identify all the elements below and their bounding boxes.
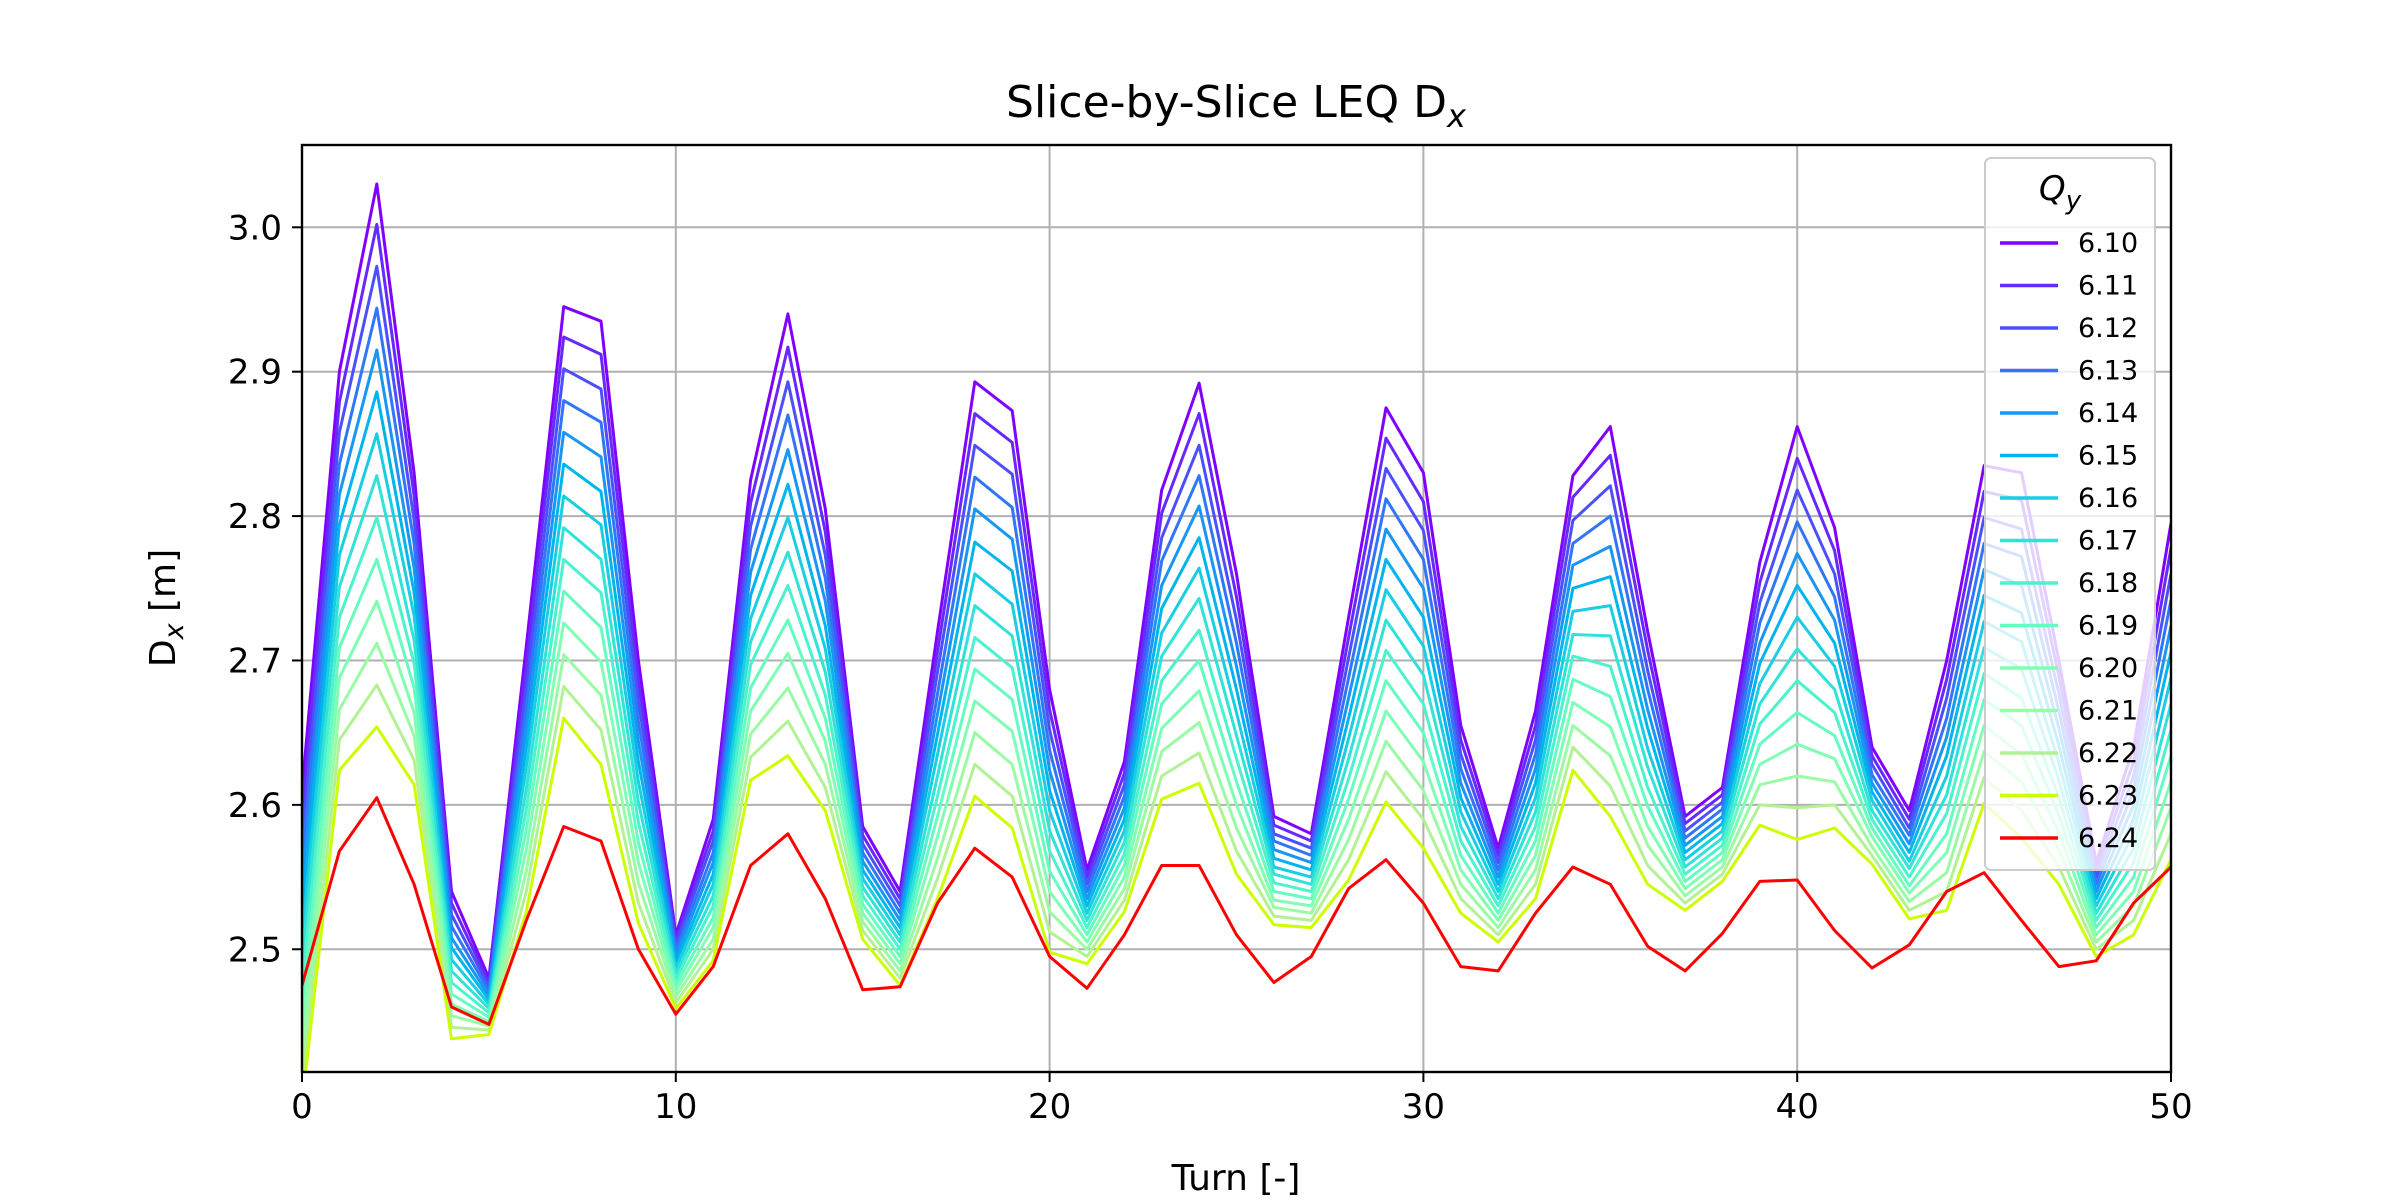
y-tick-label: 2.9	[228, 353, 282, 393]
series-line-6-21	[302, 641, 2171, 1057]
series-line-6-10	[302, 182, 2171, 980]
y-tick-label: 2.5	[228, 930, 282, 970]
series-line-6-16	[302, 432, 2171, 1006]
x-tick-label: 20	[1028, 1087, 1071, 1127]
legend: Qy 6.106.116.126.136.146.156.166.176.186…	[1984, 157, 2156, 871]
series-line-6-12	[302, 264, 2171, 989]
legend-box	[1984, 157, 2156, 871]
series-line-6-20	[302, 599, 2171, 1034]
legend-label: 6.15	[2078, 441, 2138, 472]
x-tick-label: 30	[1402, 1087, 1445, 1127]
series-line-6-15	[302, 390, 2171, 1002]
legend-items: 6.10 6.11 6.12 6.13 6.14 6.15 6.16 6.17 6.18 6.19…	[2000, 228, 2138, 854]
x-axis-label: Turn [-]	[1171, 1158, 1301, 1199]
legend-label: 6.17	[2078, 526, 2138, 557]
y-axis-label: Dx [m]	[143, 549, 190, 667]
y-tick-label: 2.8	[228, 497, 282, 537]
legend-label: 6.16	[2078, 483, 2138, 514]
x-tick-label: 0	[291, 1087, 313, 1127]
series-line-6-24	[302, 796, 2171, 1026]
series-lines	[302, 182, 2171, 1072]
legend-label: 6.22	[2078, 738, 2138, 769]
series-line-6-19	[302, 557, 2171, 1019]
legend-label: 6.24	[2078, 823, 2138, 854]
series-line-6-17	[302, 474, 2171, 1010]
x-tick-label: 50	[2149, 1087, 2192, 1127]
legend-label: 6.12	[2078, 313, 2138, 344]
series-line-6-14	[302, 348, 2171, 997]
series-line-6-13	[302, 306, 2171, 993]
legend-label: 6.14	[2078, 398, 2138, 429]
chart-title: Slice-by-Slice LEQ Dx	[1006, 77, 1467, 135]
legend-title: Qy	[2039, 169, 2082, 216]
axis-ticks: 0 10 20 30 40 50 2.5 2.6 2.7 2.8 2.9 3.0	[228, 208, 2193, 1127]
legend-label: 6.21	[2078, 696, 2138, 727]
legend-label: 6.11	[2078, 271, 2138, 302]
legend-label: 6.13	[2078, 356, 2138, 387]
series-line-6-18	[302, 516, 2171, 1015]
legend-label: 6.10	[2078, 228, 2138, 259]
legend-label: 6.20	[2078, 653, 2138, 684]
legend-label: 6.19	[2078, 611, 2138, 642]
plot-frame	[300, 143, 2173, 1074]
x-tick-label: 40	[1776, 1087, 1819, 1127]
y-tick-label: 3.0	[228, 208, 282, 248]
x-tick-label: 10	[654, 1087, 697, 1127]
series-line-6-23	[304, 716, 2171, 1072]
series-line-6-22	[302, 683, 2171, 1072]
legend-label: 6.23	[2078, 781, 2138, 812]
series-line-6-11	[302, 222, 2171, 984]
legend-label: 6.18	[2078, 568, 2138, 599]
y-tick-label: 2.7	[228, 641, 282, 681]
y-tick-label: 2.6	[228, 786, 282, 826]
